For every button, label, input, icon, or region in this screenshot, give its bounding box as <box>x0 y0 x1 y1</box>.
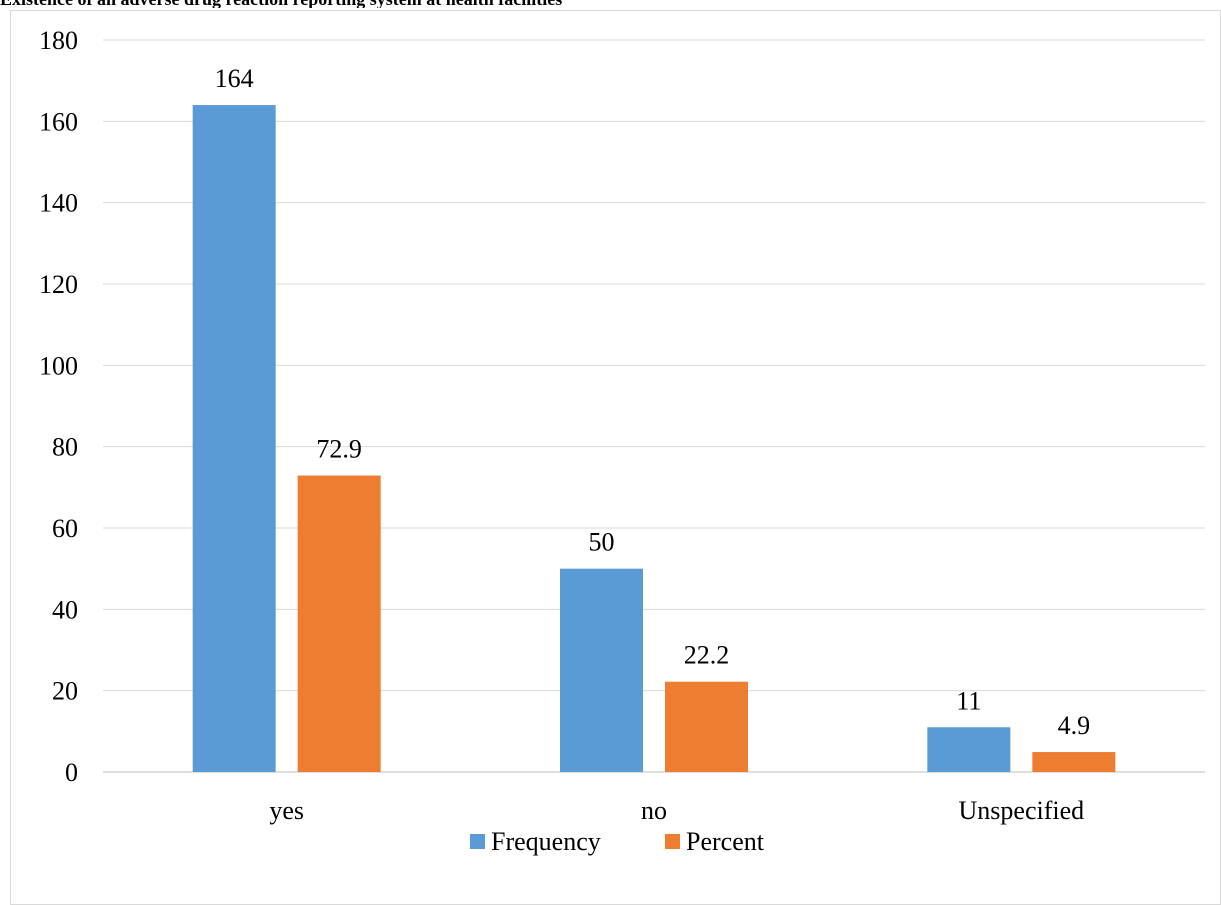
legend-swatch-percent <box>665 834 680 849</box>
y-tick-label: 60 <box>52 514 78 543</box>
bar-percent <box>297 475 381 772</box>
bar-percent <box>1032 752 1116 772</box>
bar-percent <box>665 681 748 772</box>
legend-label-frequency: Frequency <box>491 827 601 856</box>
legend-swatch-frequency <box>470 834 485 849</box>
data-label: 164 <box>215 64 254 93</box>
y-tick-label: 120 <box>39 270 78 299</box>
bar-frequency <box>927 727 1011 772</box>
y-tick-label: 40 <box>52 595 78 624</box>
y-tick-label: 0 <box>65 758 78 787</box>
data-labels: 164 72.9 50 22.2 11 4.9 <box>215 64 1090 740</box>
y-tick-label: 160 <box>39 107 78 136</box>
x-category-label: Unspecified <box>959 796 1085 825</box>
y-tick-label: 20 <box>52 677 78 706</box>
y-tick-label: 80 <box>52 433 78 462</box>
bar-frequency <box>560 568 643 772</box>
gridlines <box>103 39 1205 773</box>
data-label: 72.9 <box>316 435 362 464</box>
legend-label-percent: Percent <box>686 827 765 856</box>
x-category-label: no <box>641 796 667 825</box>
data-label: 11 <box>956 686 981 715</box>
y-tick-label: 100 <box>39 351 78 380</box>
y-tick-label: 180 <box>39 26 78 55</box>
bar-frequency <box>192 105 276 773</box>
legend: Frequency Percent <box>470 827 765 856</box>
y-tick-label: 140 <box>39 189 78 218</box>
x-axis-categories: yes no Unspecified <box>269 796 1084 825</box>
data-label: 50 <box>589 528 615 557</box>
chart-title: Existence of an adverse drug reaction re… <box>0 0 1221 8</box>
x-category-label: yes <box>269 796 304 825</box>
bars <box>192 105 1116 773</box>
data-label: 22.2 <box>684 641 730 670</box>
y-axis-ticks: 0 20 40 60 80 100 120 140 160 180 <box>39 26 78 787</box>
data-label: 4.9 <box>1058 711 1091 740</box>
